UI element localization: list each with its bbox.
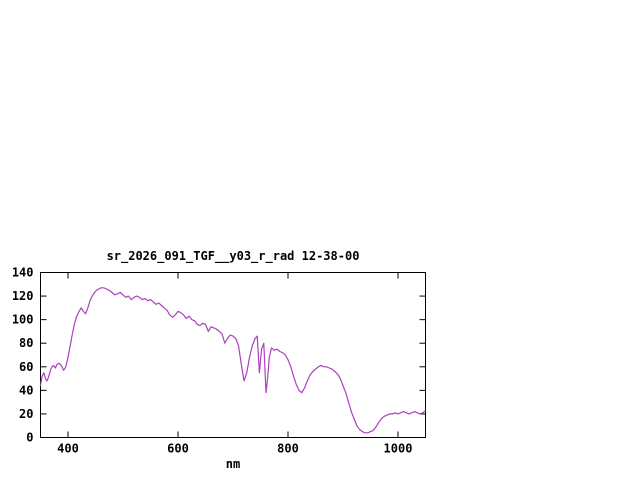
- y-tick-label: 100: [12, 313, 34, 327]
- spectrum-line: [39, 287, 427, 434]
- plot-border: [40, 272, 426, 438]
- x-axis-label: nm: [225, 457, 241, 471]
- x-tick-label: 1000: [384, 442, 413, 456]
- y-tick-label: 60: [19, 360, 33, 374]
- y-tick-label: 140: [12, 266, 34, 280]
- y-tick-label: 20: [19, 407, 33, 421]
- y-tick-label: 80: [19, 336, 33, 350]
- y-tick-label: 120: [12, 289, 34, 303]
- x-tick-label: 800: [277, 442, 299, 456]
- chart-title: sr_2026_091_TGF__y03_r_rad 12-38-00: [106, 249, 360, 263]
- x-tick-label: 400: [57, 442, 79, 456]
- y-tick-label: 0: [26, 431, 33, 445]
- y-tick-label: 40: [19, 383, 33, 397]
- x-tick-label: 600: [167, 442, 189, 456]
